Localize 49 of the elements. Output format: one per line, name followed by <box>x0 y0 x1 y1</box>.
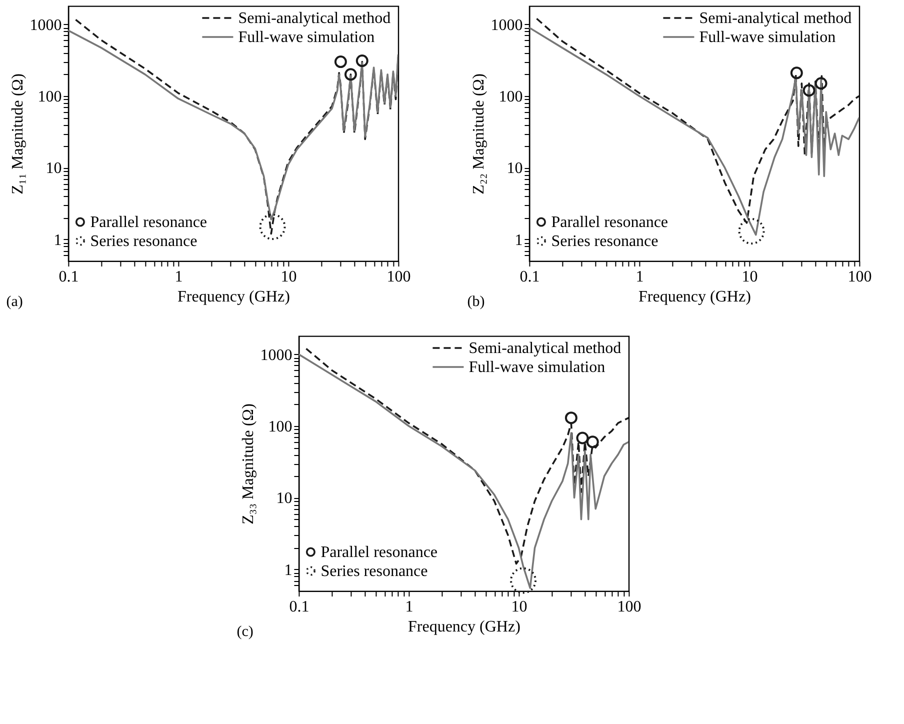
x-tick-label: 1 <box>636 268 644 286</box>
y-tick-label: 1000 <box>260 346 292 364</box>
x-tick-label: 100 <box>848 268 872 286</box>
y-axis-title: Z₁₁ Magnitude (Ω) <box>10 74 27 194</box>
y-axis-title: Z₃₃ Magnitude (Ω) <box>240 404 258 524</box>
y-tick-label: 100 <box>498 88 523 106</box>
y-tick-label: 1000 <box>30 16 62 34</box>
y-tick-label: 1 <box>54 232 62 249</box>
legend-label: Full-wave simulation <box>238 29 375 46</box>
legend-label: Semi-analytical method <box>699 10 852 27</box>
legend-label: Series resonance <box>551 233 658 250</box>
y-tick-label: 1 <box>284 562 292 579</box>
legend-label: Semi-analytical method <box>238 10 391 27</box>
x-tick-label: 0.1 <box>58 268 79 286</box>
x-tick-label: 100 <box>386 268 411 286</box>
x-axis-title: Frequency (GHz) <box>638 288 751 306</box>
x-tick-label: 0.1 <box>520 268 540 286</box>
x-tick-label: 1 <box>174 268 183 286</box>
y-tick-label: 100 <box>268 418 292 436</box>
y-tick-label: 100 <box>38 88 62 106</box>
y-tick-label: 10 <box>506 160 523 178</box>
x-tick-label: 0.1 <box>289 598 310 616</box>
point <box>586 436 599 448</box>
legend-label: Full-wave simulation <box>468 359 606 376</box>
legend-label: Series resonance <box>90 233 198 250</box>
point <box>564 412 578 424</box>
legend-label: Parallel resonance <box>90 214 208 231</box>
text: (b) <box>467 294 485 310</box>
legend-label: Parallel resonance <box>320 544 438 561</box>
point <box>802 84 816 97</box>
point <box>790 66 803 80</box>
y-axis-title: Z₂₂ Magnitude (Ω) <box>470 74 488 194</box>
y-tick-label: 10 <box>276 490 292 508</box>
point <box>814 77 828 90</box>
x-tick-label: 100 <box>617 598 642 616</box>
y-tick-label: 10 <box>46 160 62 178</box>
x-axis-title: Frequency (GHz) <box>177 288 290 306</box>
x-axis-title: Frequency (GHz) <box>408 618 520 636</box>
x-tick-label: 1 <box>405 598 414 616</box>
legend-label: Full-wave simulation <box>699 29 836 46</box>
y-tick-label: 1 <box>514 232 523 249</box>
text: (a) <box>6 294 23 310</box>
legend-label: Semi-analytical method <box>468 340 622 357</box>
y-tick-label: 1000 <box>490 16 523 34</box>
legend-label: Parallel resonance <box>551 214 668 231</box>
legend-label: Series resonance <box>320 563 428 580</box>
x-tick-label: 10 <box>742 268 758 286</box>
text: (c) <box>236 624 254 640</box>
point <box>576 432 589 444</box>
